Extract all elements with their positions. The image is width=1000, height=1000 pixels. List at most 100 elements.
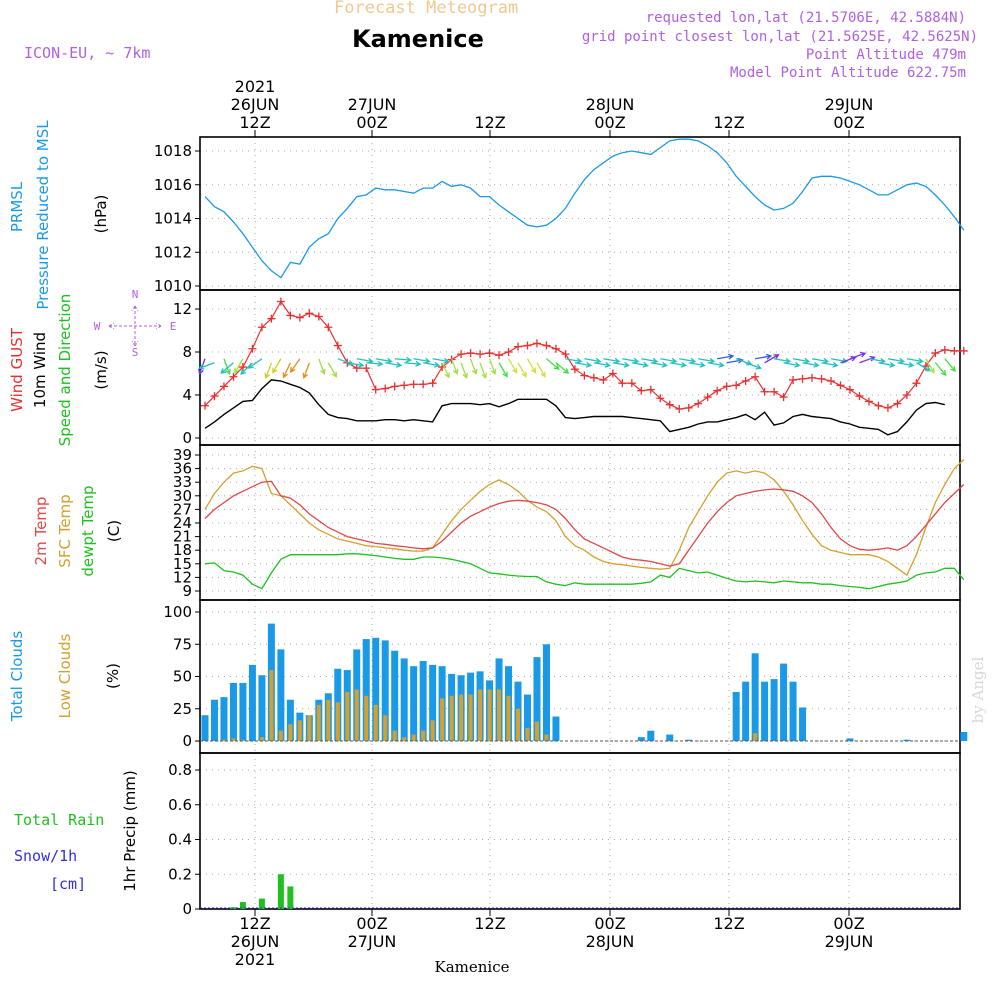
- wind-direction-arrow: [375, 357, 393, 364]
- wind-speed-line: [204, 379, 945, 436]
- dewpt-ylabel: dewpt Temp: [79, 485, 97, 576]
- wind-direction-arrow: [650, 361, 668, 368]
- top-time-label: 00Z: [833, 113, 864, 132]
- wind-gust-marker: [324, 323, 333, 332]
- wind-gust-marker: [694, 399, 703, 408]
- wind-direction-arrow: [302, 362, 310, 380]
- wind-tick-label: 0: [182, 429, 192, 447]
- wind-direction-arrow: [574, 361, 593, 368]
- wind-gust-marker: [845, 385, 854, 394]
- wind-direction-arrow: [234, 358, 244, 374]
- wind-direction-arrow: [488, 358, 497, 376]
- low-cloud-bar: [307, 715, 312, 741]
- wind-direction-arrow: [479, 362, 487, 380]
- wind-direction-arrow: [347, 361, 365, 368]
- wind-units: (m/s): [92, 350, 110, 389]
- total-cloud-bar: [637, 737, 645, 741]
- low-cloud-bar: [421, 730, 426, 741]
- bottom-time-label: 00Z: [594, 914, 625, 933]
- wind-gust-marker: [959, 346, 968, 355]
- low-cloud-bar: [240, 739, 245, 741]
- low-cloud-bar: [449, 695, 454, 741]
- wind-tick-label: 12: [173, 300, 192, 318]
- wind-gust-marker: [466, 349, 475, 358]
- wind-direction-arrow: [565, 357, 583, 364]
- wind-gust-marker: [381, 384, 390, 393]
- temp-units: (C): [105, 520, 123, 542]
- low-cloud-bar: [269, 670, 274, 741]
- wind-direction-arrow: [603, 357, 621, 364]
- wind-direction-arrow: [717, 353, 735, 360]
- wind-gust-marker: [912, 379, 921, 388]
- data-series: [198, 138, 968, 909]
- wind-gust-marker: [741, 377, 750, 386]
- wind-gust-marker: [827, 377, 836, 386]
- low-cloud-bar: [278, 730, 283, 741]
- wind-direction-arrow: [745, 362, 762, 370]
- wind-gust-marker: [400, 381, 409, 390]
- wind-direction-arrow: [641, 357, 659, 364]
- wind-gust-marker: [314, 312, 323, 321]
- wind-direction-arrow: [802, 361, 820, 368]
- wind-direction-arrow: [413, 357, 431, 364]
- gridpoint-coords: grid point closest lon,lat (21.5625E, 42…: [581, 29, 978, 45]
- bottom-time-label: 00Z: [356, 914, 387, 933]
- wind-direction-arrow: [198, 362, 215, 370]
- wind-frame: [199, 289, 961, 446]
- pressure-tick-label: 1010: [154, 277, 192, 295]
- temp-tick-label: 30: [173, 487, 192, 505]
- clouds-units: (%): [104, 663, 122, 689]
- total-cloud-bar: [761, 681, 769, 741]
- wind-direction-arrow: [385, 361, 403, 368]
- requested-coords: requested lon,lat (21.5706E, 42.5884N): [645, 10, 966, 26]
- wind-direction-arrow: [593, 361, 611, 368]
- total-cloud-bar: [789, 681, 797, 741]
- wind-gust-marker: [789, 375, 798, 384]
- wind-gust-marker: [703, 393, 712, 402]
- top-time-label: 12Z: [474, 113, 505, 132]
- wind-gust-marker: [504, 348, 513, 356]
- bottom-time-label: 2021: [235, 950, 276, 969]
- wind-gust-marker: [855, 392, 864, 401]
- wind-direction-arrow: [688, 361, 706, 368]
- low-cloud-bar: [468, 694, 473, 741]
- wind-gust-marker: [561, 350, 570, 359]
- compass-e: E: [170, 320, 177, 333]
- low-cloud-bar: [221, 739, 226, 741]
- top-time-label: 12Z: [239, 113, 270, 132]
- total-cloud-bar: [552, 716, 560, 741]
- low-cloud-bar: [364, 695, 369, 741]
- low-cloud-bar: [231, 738, 236, 741]
- wind-direction-arrow: [698, 357, 716, 364]
- wind-gust-marker: [836, 381, 845, 390]
- wind-direction-arrow: [887, 357, 906, 364]
- low-cloud-bar: [753, 733, 758, 741]
- top-time-label: 26JUN: [231, 95, 280, 114]
- temp-2m-line: [204, 480, 965, 567]
- temp-tick-label: 15: [173, 555, 192, 573]
- compass-rose-icon: [108, 305, 162, 347]
- wind-direction-arrow: [526, 358, 537, 374]
- wind-tick-label: 8: [182, 343, 192, 361]
- total-cloud-bar: [429, 664, 437, 741]
- wind-gust-marker: [305, 309, 314, 318]
- model-label: ICON-EU, ~ 7km: [24, 44, 151, 62]
- wind-direction-arrow: [289, 358, 301, 373]
- wind-direction-arrow: [318, 358, 326, 376]
- wind-direction-arrow: [821, 361, 839, 368]
- wind-gust-marker: [570, 365, 579, 374]
- wind-direction-arrow: [272, 358, 282, 374]
- low-cloud-bar: [506, 695, 511, 741]
- precip-frame: [199, 752, 961, 910]
- sfc-temp-line: [204, 459, 965, 577]
- wind-direction-arrow: [878, 361, 896, 368]
- low-cloud-bar: [534, 721, 539, 741]
- total-cloud-bar: [742, 681, 750, 741]
- wind-gust-marker: [390, 382, 399, 391]
- wind-direction-arrow: [669, 361, 687, 368]
- wind-direction-arrow: [366, 360, 384, 367]
- clouds-tick-label: 100: [163, 603, 192, 621]
- wind-direction-arrow: [584, 357, 602, 364]
- wind-direction-arrow: [849, 351, 867, 360]
- top-time-label: 12Z: [713, 113, 744, 132]
